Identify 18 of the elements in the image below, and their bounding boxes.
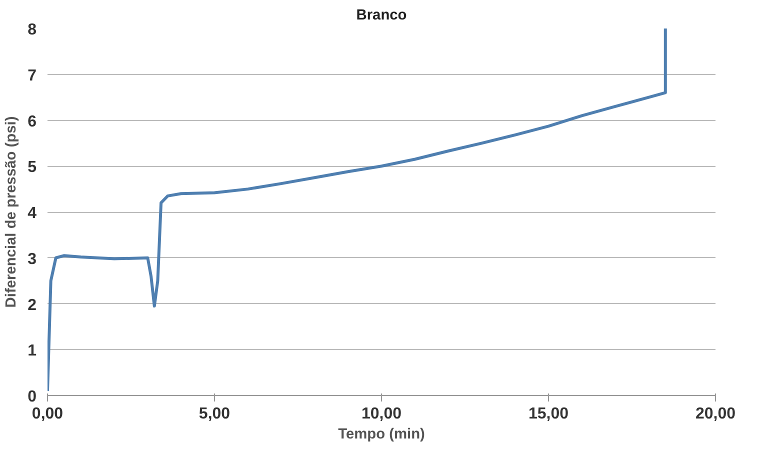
- y-tick-label: 1: [28, 342, 37, 360]
- y-tick-label: 0: [28, 388, 37, 406]
- x-tick-label: 15,00: [528, 406, 569, 422]
- y-tick-label: 6: [28, 113, 37, 130]
- x-tick-label: 5,00: [198, 406, 230, 422]
- y-tick-label: 5: [28, 159, 37, 176]
- y-tick-label: 3: [28, 250, 37, 268]
- chart-title: Branco: [356, 8, 407, 24]
- x-axis-title: Tempo (min): [338, 426, 426, 442]
- y-tick-label: 4: [28, 205, 37, 222]
- y-tick-label: 2: [28, 296, 37, 314]
- y-tick-label: 8: [28, 22, 37, 38]
- x-tick-label: 0,00: [32, 406, 64, 422]
- y-axis-title: Diferencial de pressão (psi): [4, 116, 20, 308]
- y-tick-label: 7: [28, 67, 37, 84]
- x-tick-label: 20,00: [695, 406, 736, 422]
- line-series: [48, 28, 667, 392]
- x-tick-label: 10,00: [361, 406, 402, 422]
